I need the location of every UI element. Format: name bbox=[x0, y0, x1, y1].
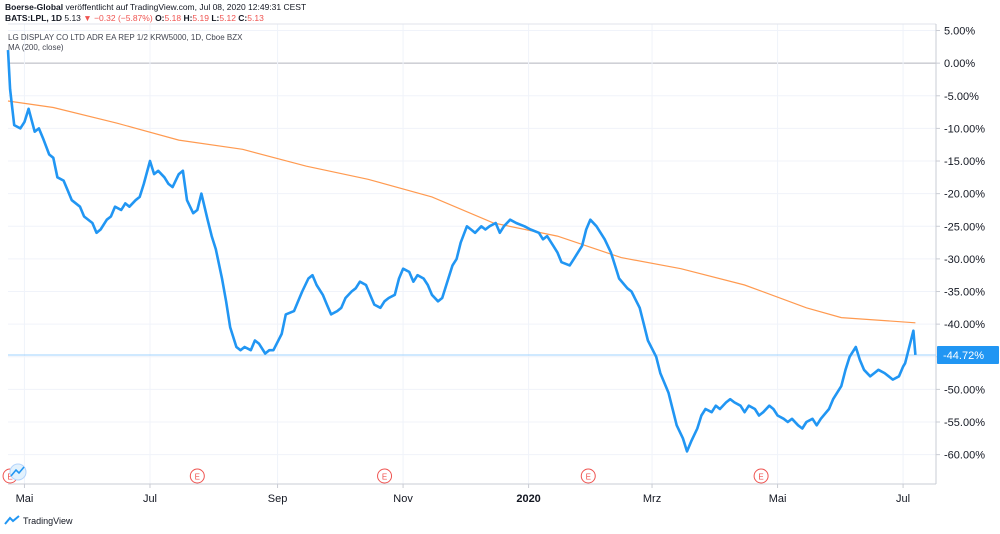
chart-header-quote: BATS:LPL, 1D 5.13 ▼ −0.32 (−5.87%) O:5.1… bbox=[5, 13, 264, 24]
price-line[interactable] bbox=[6, 50, 917, 453]
y-tick-label: 0.00% bbox=[944, 58, 975, 70]
publisher-name: Boerse-Global bbox=[5, 2, 64, 12]
high-label: H: bbox=[183, 13, 193, 23]
close-value: 5.13 bbox=[247, 13, 264, 23]
y-tick-label: -20.00% bbox=[944, 189, 985, 201]
x-tick-label: 2020 bbox=[516, 493, 540, 505]
earnings-marker-icon bbox=[189, 468, 205, 484]
last-value-badge-bg bbox=[937, 345, 999, 364]
low-value: 5.12 bbox=[219, 13, 236, 23]
last-value-badge: -44.72% bbox=[937, 345, 999, 364]
close-label: C: bbox=[238, 13, 248, 23]
tradingview-badge-icon bbox=[9, 463, 27, 481]
last-price: 5.13 bbox=[64, 13, 81, 23]
published-text: veröffentlicht auf TradingView.com, Jul … bbox=[65, 2, 307, 12]
y-tick-label: -50.00% bbox=[944, 384, 985, 396]
y-tick-label: -25.00% bbox=[944, 221, 985, 233]
y-tick-label: -55.00% bbox=[944, 417, 985, 429]
low-label: L: bbox=[211, 13, 220, 23]
symbol-label: BATS:LPL, 1D bbox=[5, 13, 62, 23]
y-tick-label: -35.00% bbox=[944, 287, 985, 299]
high-value: 5.19 bbox=[192, 13, 209, 23]
y-tick-label: 5.00% bbox=[944, 26, 975, 38]
tradingview-cloud-icon bbox=[4, 515, 20, 525]
chart-header-published: Boerse-Global veröffentlicht auf Trading… bbox=[5, 2, 306, 13]
chart-title: LG DISPLAY CO LTD ADR EA REP 1/2 KRW5000… bbox=[8, 33, 243, 42]
earnings-marker-icon bbox=[580, 468, 596, 484]
y-tick-label: -15.00% bbox=[944, 156, 985, 168]
x-tick-label: Nov bbox=[393, 493, 413, 505]
ma-200-line[interactable] bbox=[7, 100, 916, 324]
x-tick-label: Mrz bbox=[643, 493, 661, 505]
x-tick-label: Sep bbox=[268, 493, 288, 505]
tradingview-logo[interactable]: TradingView bbox=[4, 515, 73, 526]
open-label: O: bbox=[155, 13, 165, 23]
y-tick-label: -30.00% bbox=[944, 254, 985, 266]
y-tick-label: -60.00% bbox=[944, 450, 985, 462]
earnings-marker-label: E bbox=[195, 473, 200, 482]
x-tick-label: Jul bbox=[896, 493, 910, 505]
x-tick-label: Jul bbox=[143, 493, 157, 505]
earnings-marker-icon bbox=[753, 468, 769, 484]
change-value: −0.32 (−5.87%) bbox=[94, 13, 153, 23]
price-axis-labels: 5.00% 0.00% -5.00% -10.00% -15.00% -20.00% -25… bbox=[936, 26, 985, 462]
x-tick-label: Mai bbox=[769, 493, 787, 505]
y-tick-label: -40.00% bbox=[944, 319, 985, 331]
last-value-text: -44.72% bbox=[943, 350, 984, 362]
earnings-marker-label: E bbox=[7, 473, 12, 482]
open-value: 5.18 bbox=[164, 13, 182, 23]
earnings-marker-label: E bbox=[382, 473, 387, 482]
earnings-marker-icon bbox=[377, 468, 393, 484]
earnings-marker-label: E bbox=[758, 473, 763, 482]
y-tick-label: -10.00% bbox=[944, 123, 985, 135]
x-tick-label: Mai bbox=[16, 493, 34, 505]
ma-legend: MA (200, close) bbox=[8, 43, 64, 52]
time-axis-labels: Mai Jul Sep Nov 2020 Mrz Mai Jul bbox=[16, 484, 910, 505]
grid-lines bbox=[8, 24, 936, 484]
change-arrow-icon: ▼ bbox=[83, 13, 92, 23]
earnings-marker-label: E bbox=[586, 473, 591, 482]
y-tick-label: -5.00% bbox=[944, 91, 979, 103]
tradingview-logo-text: TradingView bbox=[23, 515, 73, 526]
